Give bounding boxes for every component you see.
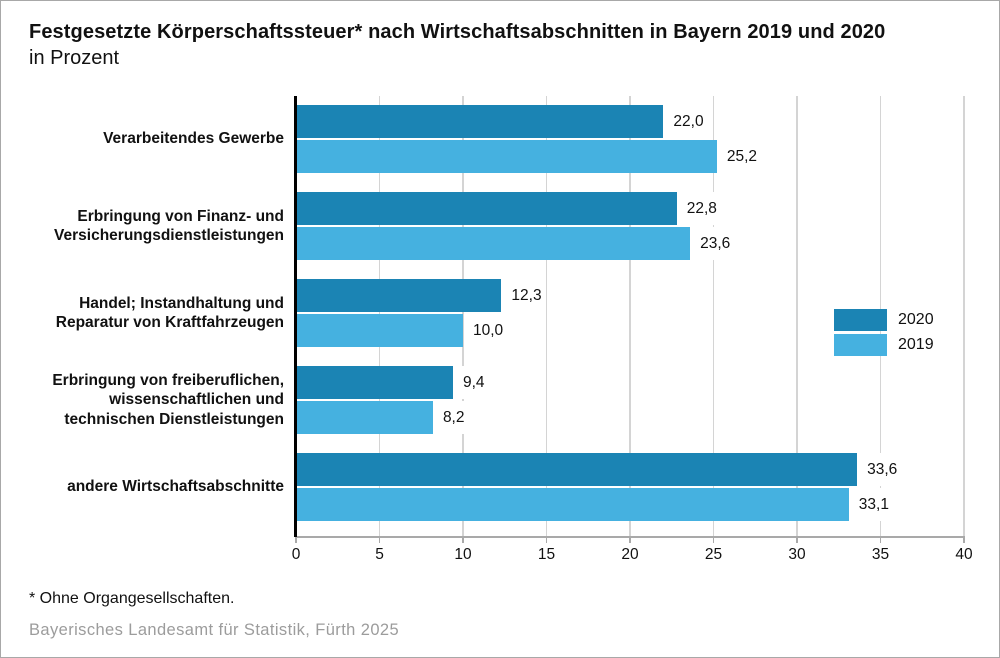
y-axis-line <box>294 96 297 537</box>
x-tick-label: 10 <box>454 546 472 563</box>
bar-2020 <box>296 366 453 399</box>
x-axis-tick <box>462 537 464 543</box>
x-axis-tick <box>545 537 548 543</box>
x-axis-tick <box>378 537 381 543</box>
x-tick-label: 40 <box>955 546 973 563</box>
category-label: andere Wirtschaftsabschnitte <box>67 478 284 496</box>
x-tick-label: 0 <box>291 546 301 563</box>
x-axis-tick <box>295 537 297 543</box>
x-axis-tick <box>963 537 965 543</box>
value-label: 33,6 <box>864 453 901 486</box>
gridline <box>796 96 798 536</box>
chart-title: Festgesetzte Körperschaftssteuer* nach W… <box>29 21 886 43</box>
value-label: 33,1 <box>855 488 892 521</box>
bar-2019 <box>296 401 433 434</box>
value-label: 8,2 <box>439 401 468 434</box>
footnote: * Ohne Organgesellschaften. <box>29 590 235 607</box>
legend-entry-2019: 2019 <box>834 334 934 356</box>
x-tick-label: 30 <box>788 546 806 563</box>
source-credit: Bayerisches Landesamt für Statistik, Für… <box>29 621 400 639</box>
legend-swatch-2020 <box>834 309 887 331</box>
x-tick-label: 35 <box>871 546 890 563</box>
gridline <box>963 96 965 536</box>
gridline <box>462 96 464 536</box>
x-axis-tick <box>629 537 631 543</box>
value-label: 22,0 <box>670 105 707 138</box>
title-block: Festgesetzte Körperschaftssteuer* nach W… <box>29 19 885 71</box>
value-label: 25,2 <box>723 140 760 173</box>
legend: 2020 2019 <box>834 309 934 359</box>
x-axis-tick <box>712 537 715 543</box>
x-tick-label: 25 <box>704 546 723 563</box>
category-label: Erbringung von freiberuflichen, wissensch… <box>52 371 284 428</box>
x-axis-tick <box>879 537 882 543</box>
bar-2020 <box>296 453 858 486</box>
x-tick-label: 20 <box>621 546 639 563</box>
category-label: Erbringung von Finanz- und Versicherungsd… <box>54 207 284 245</box>
value-label: 23,6 <box>697 227 734 260</box>
bar-2019 <box>296 314 463 347</box>
gridline <box>712 96 715 536</box>
legend-label-2019: 2019 <box>898 336 934 353</box>
x-tick-label: 15 <box>537 546 556 563</box>
bar-2019 <box>296 488 849 521</box>
bar-2019 <box>296 227 691 260</box>
gridline <box>545 96 548 536</box>
category-label: Verarbeitendes Gewerbe <box>103 130 284 148</box>
gridline <box>629 96 631 536</box>
chart-subtitle: in Prozent <box>29 47 120 69</box>
category-label: Handel; Instandhaltung und Reparatur von … <box>55 294 284 332</box>
x-tick-label: 5 <box>375 546 384 563</box>
value-label: 9,4 <box>459 366 488 399</box>
value-label: 10,0 <box>470 314 507 347</box>
value-label: 22,8 <box>683 192 720 225</box>
value-label: 12,3 <box>508 279 545 312</box>
bar-2020 <box>296 192 677 225</box>
bar-2020 <box>296 279 502 312</box>
x-axis-baseline <box>296 536 965 538</box>
legend-entry-2020: 2020 <box>834 309 934 331</box>
legend-label-2020: 2020 <box>898 311 934 328</box>
legend-swatch-2019 <box>834 334 887 356</box>
plot-area: 2020 2019 0 5 10 15 20 25 30 35 40 22,0 22,8 12,3 9,… <box>292 96 973 563</box>
x-axis-tick <box>796 537 798 543</box>
bar-2019 <box>296 140 717 173</box>
bar-2020 <box>296 105 664 138</box>
